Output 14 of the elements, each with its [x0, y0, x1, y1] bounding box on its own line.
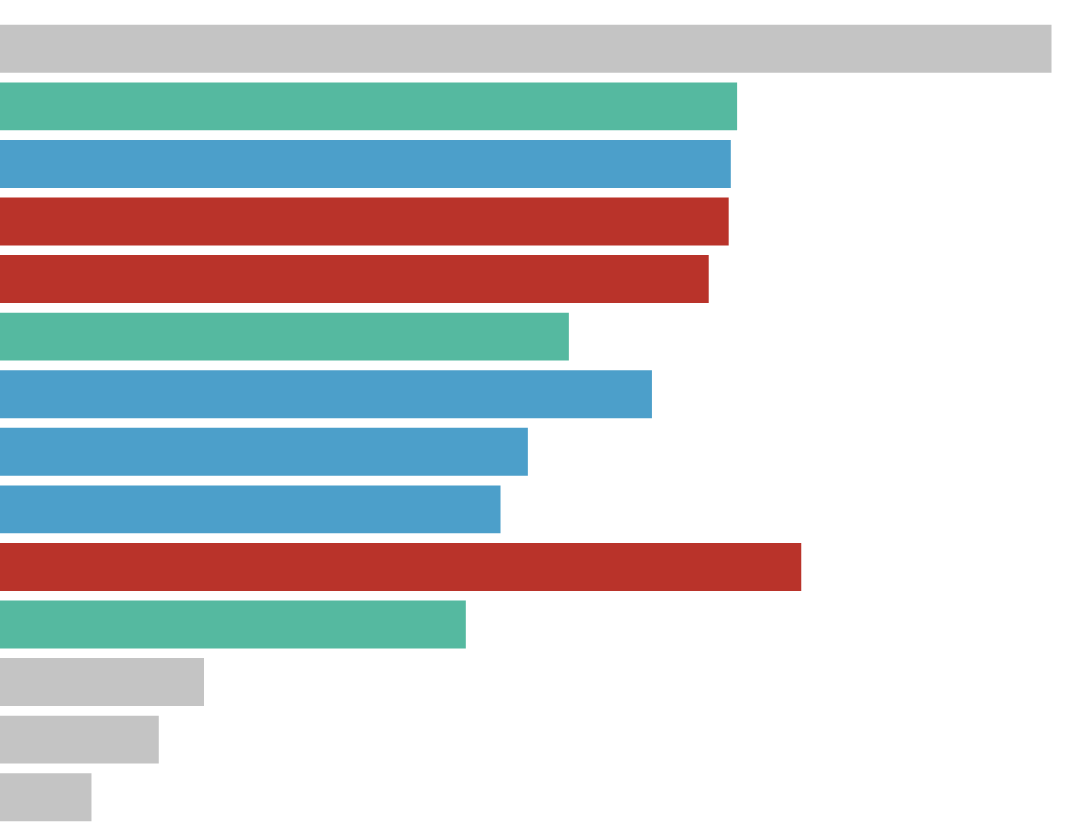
bar — [0, 197, 729, 246]
bar — [0, 658, 204, 707]
bar — [0, 82, 738, 131]
bar — [0, 24, 1052, 73]
bar — [0, 715, 159, 764]
bar — [0, 370, 652, 419]
bar — [0, 427, 528, 476]
bar — [0, 485, 501, 534]
bar — [0, 255, 709, 304]
bar — [0, 312, 569, 361]
bar — [0, 139, 731, 188]
bar — [0, 600, 466, 649]
bar — [0, 773, 92, 822]
bar — [0, 542, 802, 591]
